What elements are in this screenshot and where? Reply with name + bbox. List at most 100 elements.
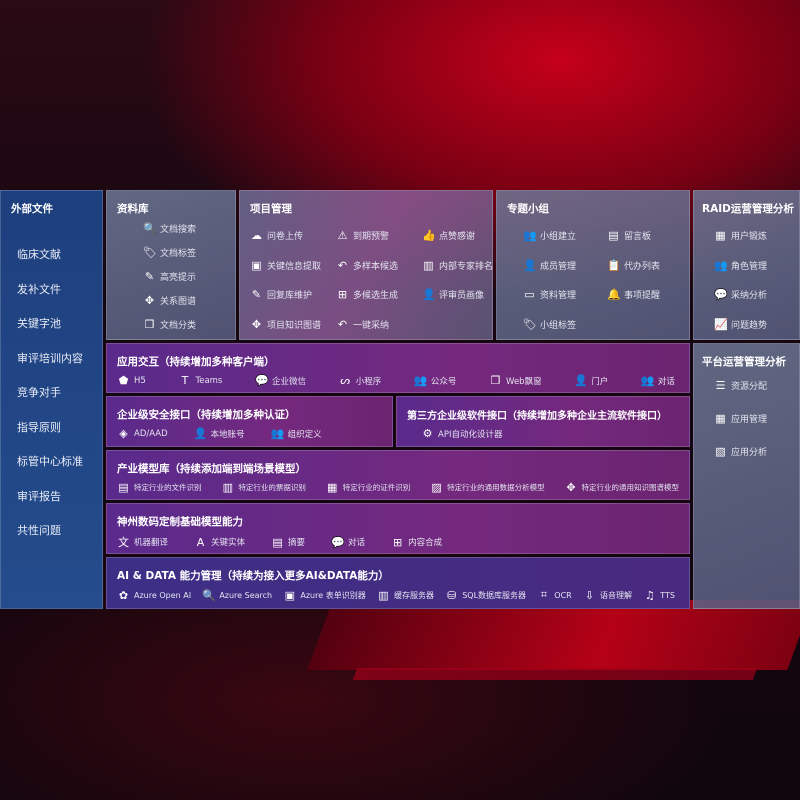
external-item[interactable]: 共性问题 [17,524,61,537]
item-aidata[interactable]: ⇩ 语音理解 [583,589,632,602]
item-aidata[interactable]: ▣ Azure 表单识别器 [283,589,366,602]
item-industry[interactable]: ▤ 特定行业的文件识别 [117,481,201,494]
item-library[interactable]: ✎ 高亮提示 [143,270,196,283]
item-industry[interactable]: ▥ 特定行业的票据识别 [221,481,306,494]
raid-panel: RAID运营管理分析 ▦ 用户锻炼 👥 角色管理 💬 采纳分析 📈 问题趋势 [693,190,800,340]
item-security[interactable]: ◈ AD/AAD [117,427,167,440]
item-library[interactable]: 🏷 文档标签 [143,246,196,259]
item-label: 内容合成 [408,538,443,548]
thirdparty-title: 第三方企业级软件接口（持续增加多种企业主流软件接口） [407,411,667,422]
platform-panel: 平台运营管理分析 ☰ 资源分配 ▦ 应用管理 ▧ 应用分析 [693,343,800,609]
item-project[interactable]: ⚠ 到期预警 [336,229,389,242]
item-industry[interactable]: ▦ 特定行业的证件识别 [326,481,411,494]
receipt-icon: ▥ [222,481,234,494]
item-base[interactable]: 💬 对话 [331,536,365,549]
item-group[interactable]: 🏷 小组标签 [523,318,576,331]
external-item[interactable]: 审评培训内容 [17,351,83,365]
item-label: 回复库维护 [267,291,313,301]
item-interaction[interactable]: ⬟ H5 [117,374,146,387]
item-library[interactable]: ❐ 文档分类 [143,318,196,331]
item-group[interactable]: 👤 成员管理 [523,259,576,272]
item-project[interactable]: 👤 评审员画像 [422,288,484,301]
item-raid[interactable]: 👥 角色管理 [714,259,767,272]
item-industry[interactable]: ✥ 特定行业的通用知识图谱模型 [565,481,679,494]
item-interaction[interactable]: 💬 企业微信 [255,374,306,387]
item-group[interactable]: 👥 小组建立 [523,229,576,242]
item-thirdparty[interactable]: ⚙ API自动化设计器 [421,427,503,440]
account-icon: 👤 [193,427,208,440]
item-platform[interactable]: ☰ 资源分配 [714,379,767,392]
item-library[interactable]: 🔍 文档搜索 [143,222,196,235]
dialog-icon: 💬 [331,535,345,549]
item-interaction[interactable]: 👥 对话 [641,374,675,387]
library-panel: 资料库 🔍 文档搜索 🏷 文档标签 ✎ 高亮提示 ✥ 关系图谱 ❐ 文档分类 [106,190,236,340]
item-group[interactable]: 📋 代办列表 [607,259,660,272]
item-raid[interactable]: 📈 问题趋势 [714,318,767,331]
item-label: 应用分析 [731,448,768,458]
item-interaction[interactable]: T Teams [178,374,223,387]
item-label: OCR [554,590,572,600]
item-aidata[interactable]: ♫ TTS [643,589,675,602]
item-label: 特定行业的证件识别 [342,483,411,492]
item-aidata[interactable]: 🔍 Azure Search [202,589,272,602]
folder-icon: ▭ [524,288,535,301]
item-label: 到期预警 [353,232,390,242]
file-icon: ▤ [118,481,129,494]
item-label: 机器翻译 [134,538,169,548]
base-model-panel: 神州数码定制基础模型能力 文机器翻译 A 关键实体 ▤ 摘要 💬 对话 ⊞ 内容合成 [106,503,690,554]
item-label: TTS [660,590,675,600]
item-aidata[interactable]: ▥ 缓存服务器 [377,589,434,602]
item-base[interactable]: ▤ 摘要 [271,536,305,549]
external-item[interactable]: 关键字池 [17,317,61,330]
external-item[interactable]: 指导原则 [17,420,61,434]
item-base[interactable]: A 关键实体 [194,536,245,549]
item-interaction[interactable]: ᔕ 小程序 [339,374,382,387]
item-aidata[interactable]: ⌗ OCR [537,588,572,602]
item-group[interactable]: 🔔 事项提醒 [607,288,660,301]
item-project[interactable]: ☁ 问卷上传 [250,229,303,242]
item-raid[interactable]: ▦ 用户锻炼 [714,229,767,242]
item-label: 采纳分析 [731,291,768,301]
background-glow-line [352,668,758,680]
item-base[interactable]: 文机器翻译 [117,534,168,550]
item-library[interactable]: ✥ 关系图谱 [143,294,196,307]
item-security[interactable]: 👤 本地账号 [194,427,245,440]
item-project[interactable]: 👍 点赞感谢 [422,229,475,242]
item-label: 评审员画像 [439,291,485,301]
item-label: 对话 [657,376,675,387]
platform-title: 平台运营管理分析 [702,356,786,368]
item-industry[interactable]: ▨ 特定行业的通用数据分析模型 [430,481,544,494]
item-project[interactable]: ⊞ 多候选生成 [336,288,398,301]
item-project[interactable]: ✎ 回复库维护 [250,288,312,301]
item-aidata[interactable]: ✿ Azure Open AI [117,589,191,602]
item-project[interactable]: ▣ 关键信息提取 [250,259,321,272]
item-platform[interactable]: ▦ 应用管理 [714,412,767,425]
item-project[interactable]: ✥ 项目知识图谱 [250,318,321,331]
external-item[interactable]: 临床文献 [17,248,61,261]
item-label: 留言板 [624,232,652,242]
external-item[interactable]: 标管中心标准 [17,455,83,468]
item-interaction[interactable]: 👥 公众号 [414,374,457,387]
translate-icon: 文 [118,536,129,549]
external-item[interactable]: 发补文件 [17,282,61,296]
item-raid[interactable]: 💬 采纳分析 [714,288,767,301]
item-label: 小程序 [355,376,382,387]
item-platform[interactable]: ▧ 应用分析 [714,445,767,458]
item-group[interactable]: ▤ 留言板 [607,229,651,242]
item-interaction[interactable]: ❐ Web飘窗 [489,374,542,387]
item-security[interactable]: 👥 组织定义 [271,427,322,440]
item-group[interactable]: ▭ 资料管理 [523,288,576,301]
item-label: Web飘窗 [506,376,542,387]
ocr-icon: ⌗ [540,588,547,601]
item-base[interactable]: ⊞ 内容合成 [391,536,442,549]
group-panel: 专题小组 👥 小组建立 ▤ 留言板 👤 成员管理 📋 代办列表 ▭ 资料管理 🔔 事项提醒 🏷 小组标签 [496,190,690,340]
group-title: 专题小组 [507,203,549,215]
item-project[interactable]: ↶ 多样本候选 [336,259,398,272]
item-label: 高亮提示 [160,273,197,283]
external-item[interactable]: 竞争对手 [17,386,61,399]
item-project[interactable]: ▥ 内部专家排名 [422,259,493,272]
external-item[interactable]: 审评报告 [17,489,61,503]
item-interaction[interactable]: 👤 门户 [574,374,608,387]
item-aidata[interactable]: ⛁ SQL数据库服务器 [445,589,526,602]
item-project[interactable]: ↶ 一键采纳 [336,318,389,331]
